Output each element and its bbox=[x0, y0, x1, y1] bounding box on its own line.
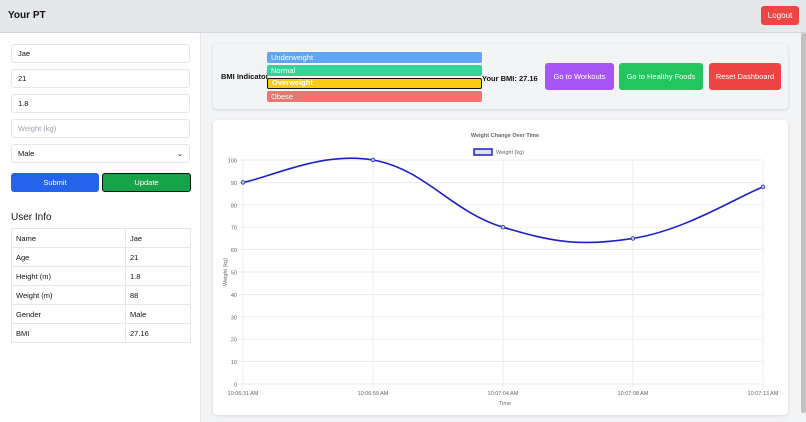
user-info-row: BMI 27.16 bbox=[11, 323, 191, 343]
y-tick-label: 30 bbox=[231, 315, 237, 321]
chart-title: Weight Change Over Time bbox=[471, 133, 539, 139]
data-point bbox=[760, 184, 766, 190]
bmi-indicator-label: BMI Indicator bbox=[221, 72, 269, 81]
weight-input[interactable] bbox=[11, 119, 190, 138]
x-tick-label: 10:07:08 AM bbox=[618, 391, 649, 397]
user-info-title: User Info bbox=[11, 212, 52, 223]
x-axis-title: Time bbox=[499, 401, 511, 407]
data-point bbox=[370, 157, 376, 163]
x-tick-label: 10:07:13 AM bbox=[748, 391, 779, 397]
info-value: 27.16 bbox=[125, 323, 191, 343]
y-tick-label: 0 bbox=[234, 383, 237, 389]
y-tick-label: 60 bbox=[231, 248, 237, 254]
y-tick-label: 40 bbox=[231, 293, 237, 299]
top-bar: Your PT Logout bbox=[0, 0, 806, 33]
height-input[interactable] bbox=[11, 94, 190, 113]
data-point bbox=[500, 224, 506, 230]
chart-card bbox=[213, 120, 788, 415]
sidebar: Male ⌄ Submit Update User Info NameJaeAge… bbox=[0, 33, 201, 422]
y-tick-label: 80 bbox=[231, 203, 237, 209]
y-tick-label: 20 bbox=[231, 338, 237, 344]
chevron-down-icon: ⌄ bbox=[176, 149, 183, 158]
your-bmi: Your BMI: 27.16 bbox=[482, 74, 538, 83]
bmi-bar-obese: Obese bbox=[267, 91, 482, 102]
go-to-workouts-button[interactable]: Go to Workouts bbox=[545, 63, 614, 90]
reset-dashboard-button[interactable]: Reset Dashboard bbox=[709, 63, 781, 90]
legend-swatch bbox=[473, 148, 493, 156]
x-tick-label: 10:06:59 AM bbox=[358, 391, 389, 397]
y-tick-label: 90 bbox=[231, 181, 237, 187]
y-axis-title: Weight (kg) bbox=[223, 258, 229, 286]
y-tick-label: 70 bbox=[231, 226, 237, 232]
gender-select[interactable]: Male ⌄ bbox=[11, 144, 190, 163]
name-input[interactable] bbox=[11, 44, 190, 63]
info-label: BMI bbox=[11, 323, 126, 343]
logout-button[interactable]: Logout bbox=[761, 6, 799, 25]
y-tick-label: 100 bbox=[228, 159, 237, 165]
legend-label: Weight (kg) bbox=[496, 150, 524, 156]
submit-button[interactable]: Submit bbox=[11, 173, 99, 192]
scrollbar[interactable] bbox=[801, 33, 806, 413]
user-info-row: Gender Male bbox=[11, 304, 191, 324]
app-title: Your PT bbox=[8, 10, 46, 21]
y-tick-label: 10 bbox=[231, 360, 237, 366]
gender-value: Male bbox=[18, 149, 35, 158]
bmi-bar-underweight: Underweight bbox=[267, 52, 482, 63]
bmi-bar-overweight: Overweight bbox=[267, 78, 482, 89]
bmi-bar-normal: Normal bbox=[267, 65, 482, 76]
go-to-healthy-foods-button[interactable]: Go to Healthy Foods bbox=[619, 63, 703, 90]
x-tick-label: 10:06:31 AM bbox=[228, 391, 259, 397]
user-info-table: Name Jae Age 21 Height (m) 1.8 Weight (m) 88 Gen… bbox=[11, 228, 191, 343]
user-info-row: Height (m) 1.8 bbox=[11, 266, 191, 286]
y-tick-label: 50 bbox=[231, 271, 237, 277]
x-tick-label: 10:07:04 AM bbox=[488, 391, 519, 397]
data-point bbox=[630, 236, 636, 241]
age-input[interactable] bbox=[11, 69, 190, 88]
data-point bbox=[240, 180, 246, 185]
update-button[interactable]: Update bbox=[102, 173, 191, 192]
user-info-row: Age 21 bbox=[11, 247, 191, 267]
